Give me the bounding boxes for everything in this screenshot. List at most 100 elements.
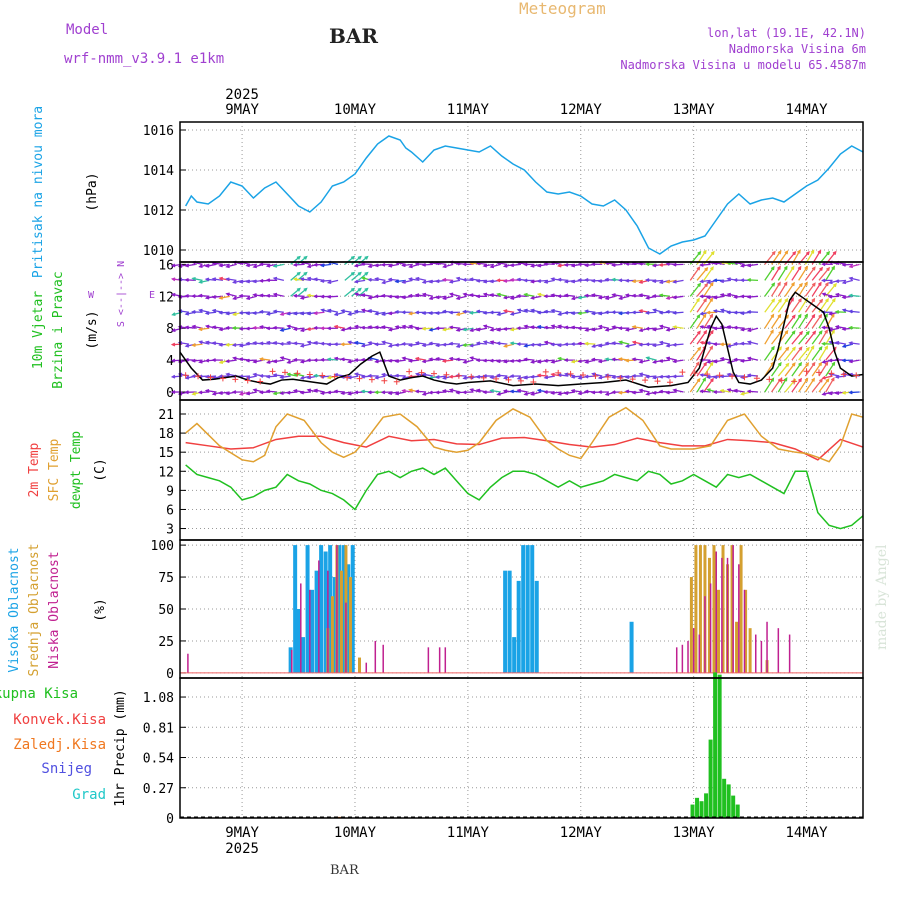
wind-arrowhead xyxy=(516,308,522,313)
wind-arrowhead xyxy=(543,279,549,284)
wind-arrowhead xyxy=(204,263,210,268)
wind-arrowhead xyxy=(543,340,549,345)
cloud-bar xyxy=(293,545,298,673)
wind-arrowhead xyxy=(509,263,515,268)
wind-arrowhead xyxy=(824,345,829,350)
wind-arrowhead xyxy=(509,296,515,300)
wind-arrowhead xyxy=(364,271,369,276)
wind-arrowhead xyxy=(380,372,386,377)
wind-arrowhead xyxy=(828,311,833,316)
wind-arrow xyxy=(395,374,406,377)
wind-arrow xyxy=(484,341,495,345)
wind-arrowhead xyxy=(584,327,589,332)
wind-arrowhead xyxy=(712,390,718,394)
cloud-bar xyxy=(346,564,351,673)
wind-arrowhead xyxy=(790,297,794,302)
wind-arrowhead xyxy=(563,262,569,267)
wind-arrowhead xyxy=(502,279,508,283)
wind-arrowhead xyxy=(550,324,555,329)
gust-marker xyxy=(505,376,512,383)
wind-arrow xyxy=(777,377,788,393)
wind-arrow xyxy=(771,331,782,345)
top-day-label: 14MAY xyxy=(785,102,828,118)
cloud-bar xyxy=(327,570,329,673)
precip-legend-3: Snijeg xyxy=(41,761,92,777)
wind-arrow xyxy=(422,293,434,297)
wind-arrow xyxy=(436,375,447,379)
wind-arrowhead xyxy=(509,389,514,394)
wind-arrowhead xyxy=(380,390,386,395)
wind-arrowhead xyxy=(245,326,250,331)
wind-arrow xyxy=(849,294,860,297)
wind-arrowhead xyxy=(319,326,325,331)
wind-arrowhead xyxy=(299,359,305,364)
wind-arrowhead xyxy=(826,250,831,256)
top-day-label: 13MAY xyxy=(673,102,716,118)
wind-arrow xyxy=(206,311,217,315)
gust-marker xyxy=(815,369,822,376)
wind-arrowhead xyxy=(170,374,176,379)
wind-arrowhead xyxy=(604,357,609,362)
wind-arrow xyxy=(524,293,535,297)
temp-ylabel-2: dewpt Temp xyxy=(69,431,84,509)
wind-arrowhead xyxy=(245,358,250,363)
wind-arrowhead xyxy=(211,308,217,313)
wind-arrowhead xyxy=(374,311,379,316)
wind-arrowhead xyxy=(238,293,244,298)
wind-arrowhead xyxy=(672,359,677,364)
wind-arrow xyxy=(226,359,237,363)
wind-arrowhead xyxy=(624,343,630,348)
wind-arrowhead xyxy=(818,346,823,351)
wind-arrowhead xyxy=(706,324,711,329)
wind-arrowhead xyxy=(777,313,782,318)
wind-arrowhead xyxy=(421,392,427,396)
wind-arrowhead xyxy=(299,375,305,380)
wind-arrowhead xyxy=(313,326,318,330)
wind-arrow xyxy=(825,377,835,393)
wind-arrowhead xyxy=(523,262,528,267)
wind-arrowhead xyxy=(584,359,589,364)
wind-arrowhead xyxy=(211,277,217,282)
gust-marker xyxy=(617,375,624,382)
wind-arrow xyxy=(741,359,752,362)
wind-arrowhead xyxy=(841,295,846,300)
wind-arrowhead xyxy=(584,309,589,314)
wind-arrowhead xyxy=(739,358,745,363)
temp-unit: (C) xyxy=(93,458,108,481)
wind-arrowhead xyxy=(232,356,237,361)
wind-arrowhead xyxy=(367,390,372,395)
wind-arrowhead xyxy=(797,249,801,254)
wind-arrow xyxy=(825,314,835,329)
cloud-bar xyxy=(328,545,333,673)
wind-arrowhead xyxy=(211,341,217,346)
wind-arrowhead xyxy=(591,372,596,377)
wind-arrowhead xyxy=(638,342,643,347)
wind-arrowhead xyxy=(360,308,366,313)
wind-arrowhead xyxy=(557,391,562,396)
wind-arrow xyxy=(226,263,237,268)
wind-arrow xyxy=(280,327,291,332)
wind-arrowhead xyxy=(435,375,440,379)
wind-arrowhead xyxy=(319,341,325,346)
cloud-bar xyxy=(323,551,328,673)
wind-arrowhead xyxy=(658,293,664,298)
wind-arrowhead xyxy=(265,278,271,283)
wind-tick-label: 16 xyxy=(158,258,174,273)
cloud-bar xyxy=(339,570,343,673)
wind-arrowhead xyxy=(651,390,657,395)
wind-arrowhead xyxy=(777,265,781,270)
wind-arrowhead xyxy=(353,324,359,329)
wind-arrowhead xyxy=(706,375,711,379)
wind-arrowhead xyxy=(265,326,271,331)
wind-arrow xyxy=(818,330,828,345)
wind-arrow xyxy=(696,314,707,329)
wind-arrowhead xyxy=(482,358,487,363)
wind-arrowhead xyxy=(272,373,277,378)
wind-ylabel-1: 10m Vjetar xyxy=(31,291,46,369)
wind-arrowhead xyxy=(672,374,677,379)
wind-arrow xyxy=(290,288,301,297)
wind-arrowhead xyxy=(252,293,257,297)
gust-marker xyxy=(281,369,288,376)
wind-arrowhead xyxy=(523,308,528,313)
wind-arrowhead xyxy=(502,295,508,300)
